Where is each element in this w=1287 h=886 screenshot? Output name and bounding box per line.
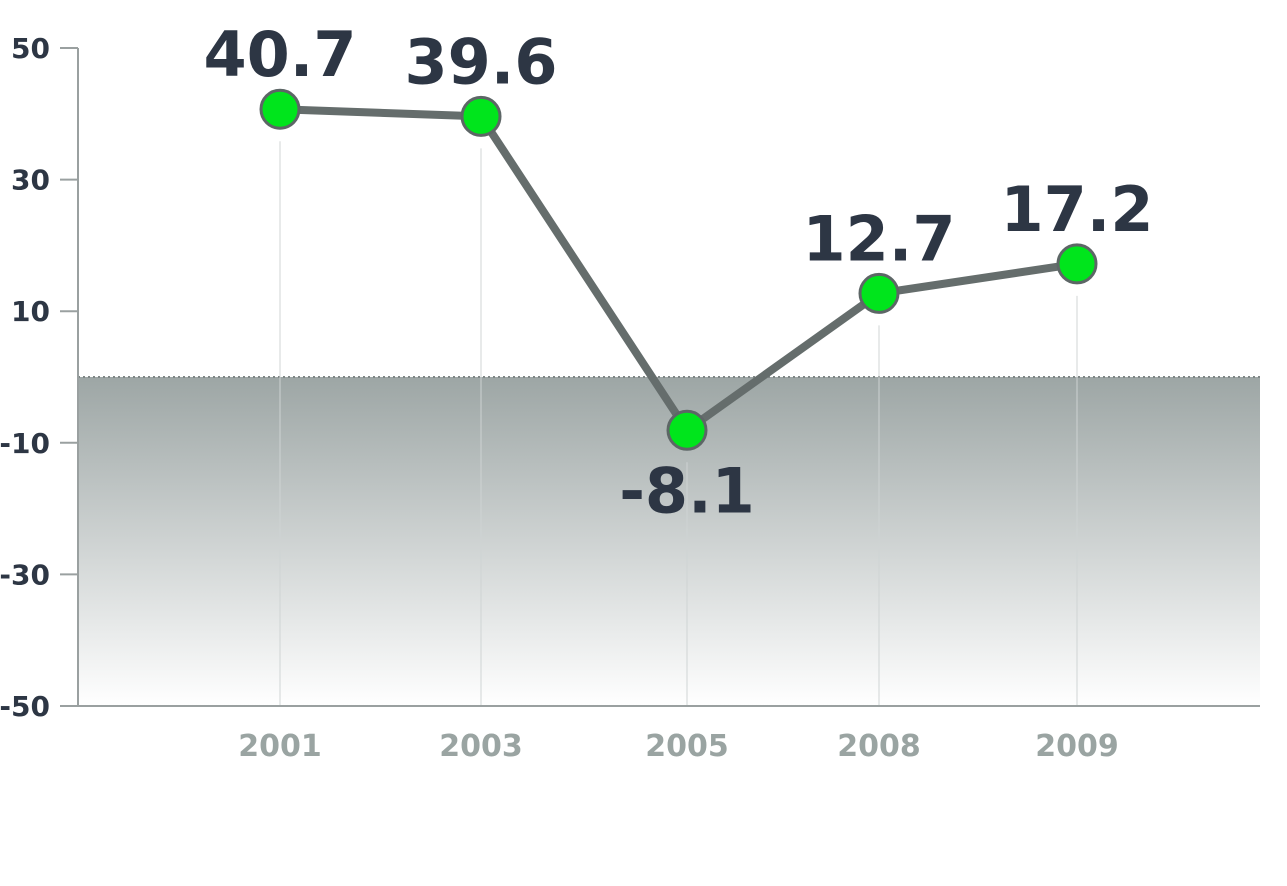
data-value-label: 40.7	[204, 18, 357, 91]
data-value-label: 17.2	[1001, 173, 1154, 246]
data-point-marker	[858, 272, 900, 314]
x-category-label: 2005	[645, 729, 729, 764]
y-tick-label: -30	[0, 558, 50, 591]
x-category-label: 2009	[1035, 729, 1119, 764]
data-point-marker	[666, 409, 708, 451]
x-category-label: 2001	[238, 729, 322, 764]
y-tick-label: 30	[11, 164, 50, 197]
data-value-label: 39.6	[405, 25, 558, 98]
data-point-marker	[259, 88, 301, 130]
y-tick-label: -10	[0, 427, 50, 460]
x-category-label: 2003	[439, 729, 523, 764]
y-tick-label: 50	[11, 32, 50, 65]
y-tick-label: 10	[11, 295, 50, 328]
y-tick-label: -50	[0, 690, 50, 723]
data-point-marker	[1056, 243, 1098, 285]
data-point-marker	[460, 95, 502, 137]
data-value-label: 12.7	[803, 202, 956, 275]
data-value-label: -8.1	[619, 454, 755, 527]
x-category-label: 2008	[837, 729, 921, 764]
